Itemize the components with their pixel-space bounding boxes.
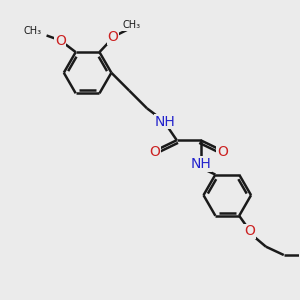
Text: CH₃: CH₃ (23, 26, 41, 36)
Text: O: O (107, 30, 118, 44)
Text: NH: NH (190, 157, 211, 171)
Text: CH₃: CH₃ (122, 20, 140, 30)
Text: O: O (149, 145, 160, 159)
Text: O: O (55, 34, 66, 48)
Text: O: O (244, 224, 255, 238)
Text: NH: NH (155, 115, 176, 129)
Text: O: O (217, 145, 228, 159)
